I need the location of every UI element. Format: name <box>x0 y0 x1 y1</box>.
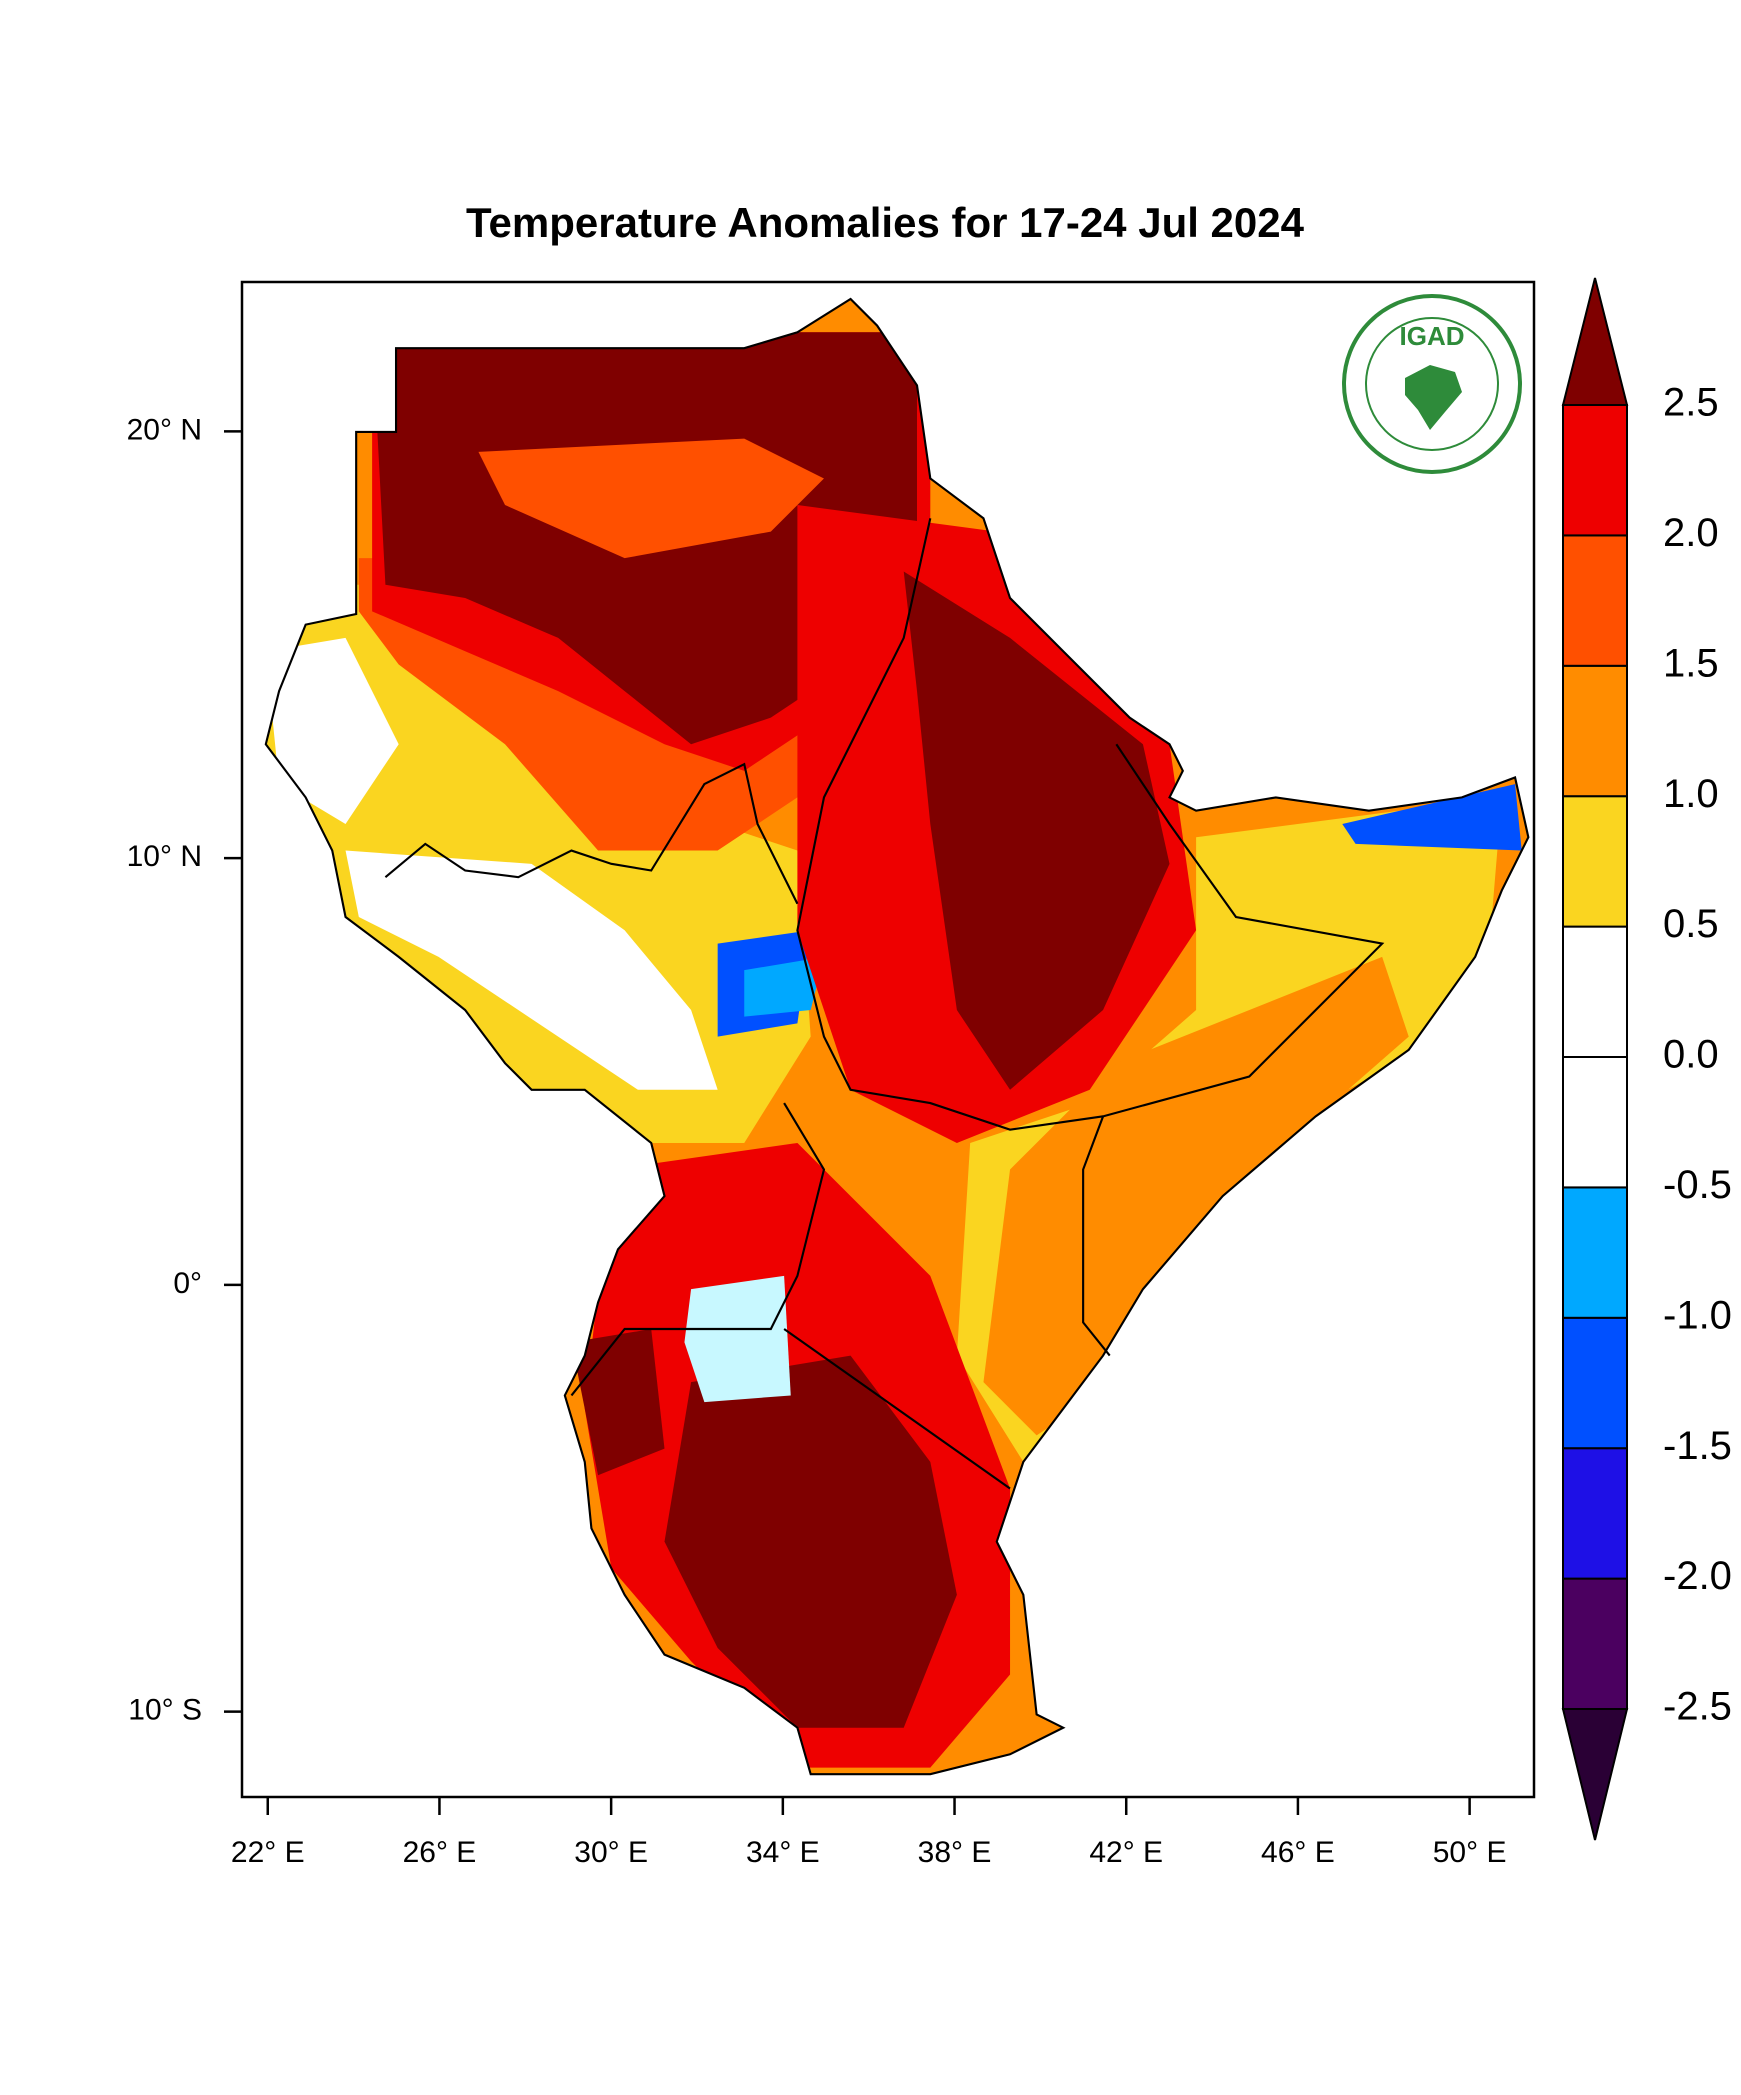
colorbar-box <box>1562 1447 1628 1580</box>
colorbar-box <box>1562 664 1628 798</box>
y-tick-label: 10° S <box>128 1694 202 1727</box>
x-tick-label: 26° E <box>403 1836 477 1869</box>
y-tick-label: 20° N <box>127 413 202 446</box>
colorbar-box <box>1562 404 1628 537</box>
colorbar-box <box>1562 534 1628 667</box>
colorbar-label: -1.5 <box>1663 1424 1732 1468</box>
colorbar-label: -1.0 <box>1663 1293 1732 1337</box>
logo-text: IGAD <box>1400 321 1465 351</box>
colorbar-box <box>1562 1056 1628 1189</box>
colorbar-box <box>1562 1577 1628 1710</box>
colorbar-label: -2.0 <box>1663 1554 1732 1598</box>
borders <box>264 297 1530 1776</box>
colorbar-box <box>1562 1316 1628 1450</box>
colorbar-box <box>1562 795 1628 928</box>
x-tick-label: 30° E <box>574 1836 648 1869</box>
colorbar-upper-triangle <box>1561 277 1629 406</box>
x-tick-label: 22° E <box>231 1836 305 1869</box>
colorbar-label: -2.5 <box>1663 1685 1732 1729</box>
igad-logo: IGAD <box>1342 294 1522 474</box>
x-tick-label: 46° E <box>1261 1836 1335 1869</box>
colorbar-label: 0.0 <box>1663 1033 1719 1077</box>
colorbar-box <box>1562 925 1628 1058</box>
colorbar-box <box>1562 1186 1628 1319</box>
x-tick-label: 42° E <box>1089 1836 1163 1869</box>
logo-africa <box>1405 365 1462 430</box>
logo-inner-ring <box>1365 317 1499 451</box>
colorbar-label: 0.5 <box>1663 902 1719 946</box>
x-tick-label: 50° E <box>1433 1836 1507 1869</box>
colorbar-label: 1.0 <box>1663 772 1719 816</box>
x-tick-label: 34° E <box>746 1836 820 1869</box>
title: Temperature Anomalies for 17-24 Jul 2024 <box>466 199 1305 246</box>
colorbar-label: 1.5 <box>1663 641 1719 685</box>
colorbar-label: 2.5 <box>1663 381 1719 425</box>
colorbar-lower-triangle <box>1561 1708 1629 1841</box>
y-tick-label: 0° <box>173 1267 202 1300</box>
y-tick-label: 10° N <box>127 840 202 873</box>
colorbar-label: -0.5 <box>1663 1163 1732 1207</box>
x-tick-label: 38° E <box>918 1836 992 1869</box>
colorbar-label: 2.0 <box>1663 511 1719 555</box>
